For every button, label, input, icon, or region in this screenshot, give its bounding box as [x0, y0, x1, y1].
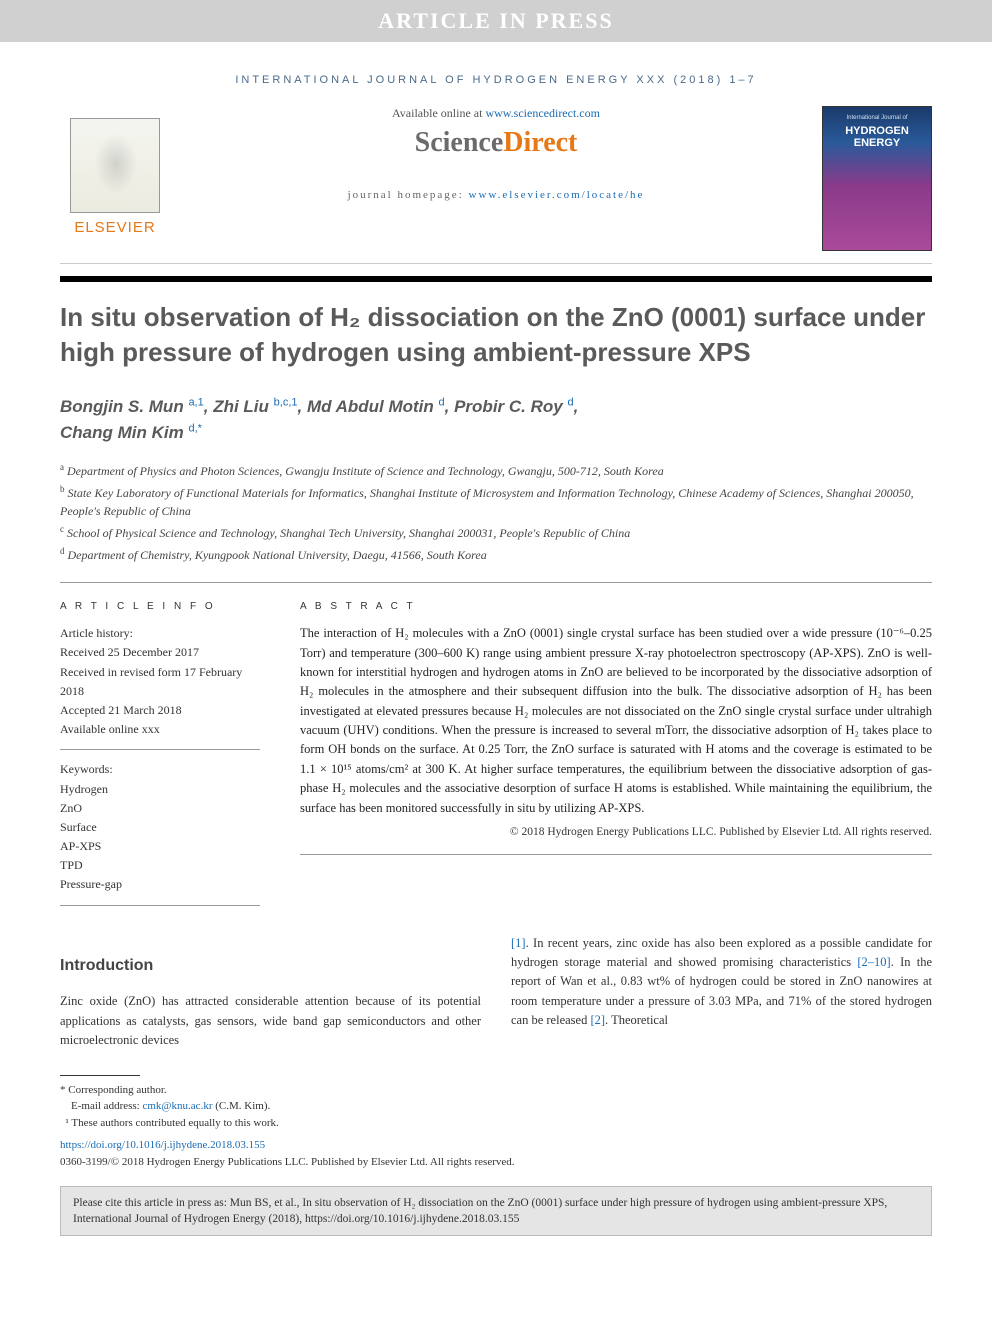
keyword: AP-XPS	[60, 837, 260, 856]
history-online: Available online xxx	[60, 720, 260, 739]
introduction-heading: Introduction	[60, 954, 481, 979]
sciencedirect-link[interactable]: www.sciencedirect.com	[485, 106, 600, 120]
article-title: In situ observation of H₂ dissociation o…	[60, 300, 932, 370]
affiliation: a Department of Physics and Photon Scien…	[60, 461, 932, 480]
author: Bongjin S. Mun a,1	[60, 397, 204, 416]
info-abstract-row: A R T I C L E I N F O Article history: R…	[60, 601, 932, 915]
footnotes: * Corresponding author. E-mail address: …	[60, 1067, 932, 1171]
history-received: Received 25 December 2017	[60, 643, 260, 662]
body-column-left: Introduction Zinc oxide (ZnO) has attrac…	[60, 934, 481, 1051]
author-list: Bongjin S. Mun a,1, Zhi Liu b,c,1, Md Ab…	[60, 394, 932, 445]
article-in-press-banner: ARTICLE IN PRESS	[0, 0, 992, 42]
black-rule	[60, 276, 932, 282]
affiliation: d Department of Chemistry, Kyungpook Nat…	[60, 545, 932, 564]
keyword: Pressure-gap	[60, 875, 260, 894]
corresponding-author-note: * Corresponding author.	[60, 1082, 932, 1099]
sciencedirect-logo: ScienceDirect	[190, 127, 802, 159]
email-link[interactable]: cmk@knu.ac.kr	[142, 1100, 212, 1112]
sd-direct: Direct	[503, 127, 577, 158]
divider	[60, 582, 932, 583]
keyword-divider	[60, 749, 260, 750]
ref-link[interactable]: [2]	[590, 1013, 605, 1027]
intro-text: Zinc oxide (ZnO) has attracted considera…	[60, 994, 481, 1047]
intro-text: . Theoretical	[605, 1013, 668, 1027]
keywords-block: Keywords: Hydrogen ZnO Surface AP-XPS TP…	[60, 760, 260, 894]
citation-box: Please cite this article in press as: Mu…	[60, 1186, 932, 1236]
journal-reference: INTERNATIONAL JOURNAL OF HYDROGEN ENERGY…	[60, 62, 932, 98]
journal-homepage: journal homepage: www.elsevier.com/locat…	[190, 189, 802, 201]
homepage-link[interactable]: www.elsevier.com/locate/he	[469, 189, 645, 201]
history-revised: Received in revised form 17 February 201…	[60, 663, 260, 701]
issn-copyright: 0360-3199/© 2018 Hydrogen Energy Publica…	[60, 1154, 932, 1171]
abstract-text: The interaction of H₂ molecules with a Z…	[300, 624, 932, 818]
header-row: ELSEVIER Available online at www.science…	[60, 98, 932, 264]
history-accepted: Accepted 21 March 2018	[60, 701, 260, 720]
keyword: ZnO	[60, 799, 260, 818]
equal-contribution-note: ¹ These authors contributed equally to t…	[60, 1115, 932, 1132]
article-history: Article history: Received 25 December 20…	[60, 624, 260, 739]
sd-science: Science	[415, 127, 504, 158]
ref-link[interactable]: [1]	[511, 936, 526, 950]
author: Probir C. Roy d	[454, 397, 573, 416]
abstract-heading: A B S T R A C T	[300, 601, 932, 612]
abstract-copyright: © 2018 Hydrogen Energy Publications LLC.…	[300, 826, 932, 838]
article-info-heading: A R T I C L E I N F O	[60, 601, 260, 612]
author: Chang Min Kim d,*	[60, 423, 202, 442]
avail-prefix: Available online at	[392, 106, 485, 120]
history-heading: Article history:	[60, 624, 260, 643]
affiliation: b State Key Laboratory of Functional Mat…	[60, 483, 932, 520]
elsevier-text: ELSEVIER	[74, 219, 155, 236]
journal-cover-thumbnail	[822, 106, 932, 251]
elsevier-tree-icon	[70, 118, 160, 213]
body-columns: Introduction Zinc oxide (ZnO) has attrac…	[60, 934, 932, 1051]
doi-line: https://doi.org/10.1016/j.ijhydene.2018.…	[60, 1137, 932, 1154]
ref-link[interactable]: [2–10]	[857, 955, 890, 969]
article-info-column: A R T I C L E I N F O Article history: R…	[60, 601, 260, 915]
keyword-divider-bottom	[60, 905, 260, 906]
available-online: Available online at www.sciencedirect.co…	[190, 106, 802, 121]
homepage-prefix: journal homepage:	[348, 189, 469, 201]
email-note: E-mail address: cmk@knu.ac.kr (C.M. Kim)…	[60, 1098, 932, 1115]
header-center: Available online at www.sciencedirect.co…	[190, 106, 802, 201]
doi-link[interactable]: https://doi.org/10.1016/j.ijhydene.2018.…	[60, 1139, 265, 1151]
divider	[300, 854, 932, 855]
elsevier-logo: ELSEVIER	[60, 106, 170, 236]
author: Md Abdul Motin d	[307, 397, 445, 416]
body-column-right: [1]. In recent years, zinc oxide has als…	[511, 934, 932, 1051]
keyword: TPD	[60, 856, 260, 875]
footnote-rule	[60, 1075, 140, 1076]
keyword: Surface	[60, 818, 260, 837]
keywords-label: Keywords:	[60, 760, 260, 779]
affiliation: c School of Physical Science and Technol…	[60, 523, 932, 542]
author: Zhi Liu b,c,1	[213, 397, 297, 416]
abstract-column: A B S T R A C T The interaction of H₂ mo…	[300, 601, 932, 915]
keyword: Hydrogen	[60, 780, 260, 799]
